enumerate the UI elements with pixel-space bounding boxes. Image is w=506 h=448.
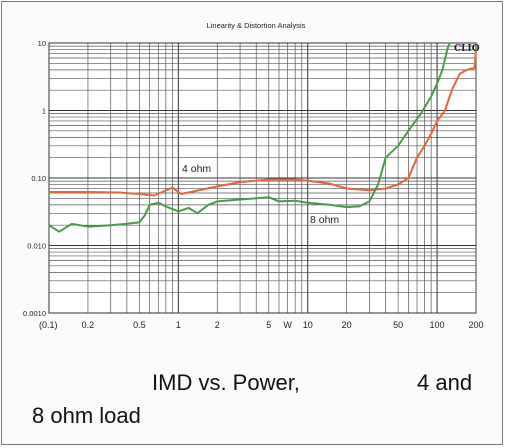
x-tick-label: 2 [215, 320, 220, 330]
plot-area: Linearity & Distortion Analysis 10 1 0.10 0… [23, 21, 484, 330]
caption-part-1: IMD vs. Power, [152, 370, 300, 395]
series-line-4-ohm [49, 49, 477, 197]
y-tick-label: 0.010 [27, 242, 46, 251]
y-tick-label: 10 [38, 39, 46, 48]
caption-part-3: 8 ohm load [32, 403, 141, 428]
clio-watermark: CLIO [454, 44, 480, 54]
x-tick-label: 0.5 [133, 320, 146, 330]
x-axis: (0.1) 0.2 0.5 1 2 5 W 10 20 50 100 200 [39, 320, 484, 330]
x-tick-label: 0.2 [82, 320, 95, 330]
x-tick-label: 200 [468, 320, 483, 330]
chart-title: Linearity & Distortion Analysis [207, 21, 306, 30]
y-axis: 10 1 0.10 0.010 0.0010 [23, 39, 46, 318]
annotation-8-ohm: 8 ohm [310, 214, 339, 226]
x-tick-label: 5 [266, 320, 271, 330]
y-tick-label: 0.10 [31, 174, 46, 183]
x-tick-label: (0.1) [39, 320, 58, 330]
x-tick-label: 50 [393, 320, 403, 330]
x-tick-label: W [283, 320, 292, 330]
x-tick-label: 1 [176, 320, 181, 330]
caption-part-2: 4 and [417, 370, 473, 395]
series-line-8-ohm [48, 42, 451, 233]
y-tick-label: 1 [42, 107, 46, 116]
x-tick-label: 20 [342, 320, 352, 330]
annotation-4-ohm: 4 ohm [182, 163, 211, 175]
series-layer [48, 42, 477, 233]
x-tick-label: 10 [303, 320, 313, 330]
x-tick-label: 100 [430, 320, 445, 330]
y-tick-label: 0.0010 [23, 309, 46, 318]
figure-caption: IMD vs. Power, 4 and 8 ohm load [32, 366, 492, 428]
